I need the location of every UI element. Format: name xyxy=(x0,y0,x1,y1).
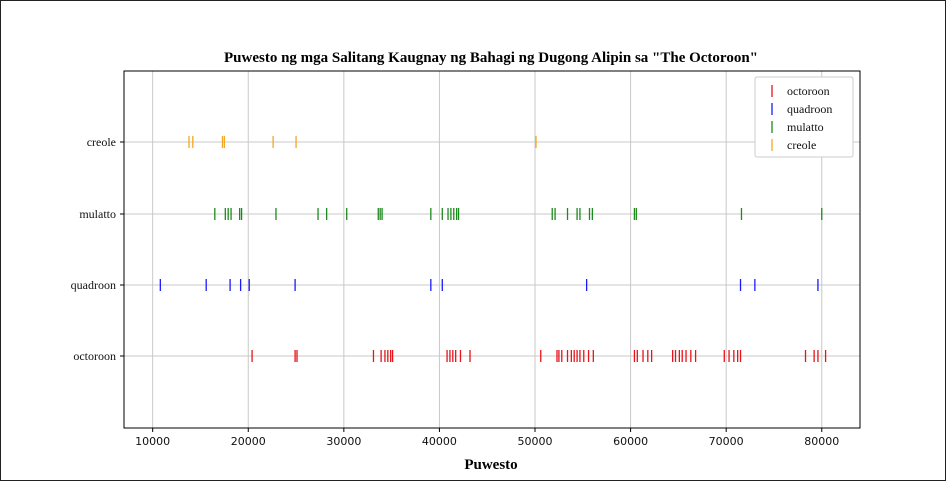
legend-box xyxy=(754,76,854,158)
x-tick-label: 50000 xyxy=(518,435,553,448)
legend-label: quadroon xyxy=(787,102,832,116)
x-tick-label: 80000 xyxy=(804,435,839,448)
y-tick-label: octoroon xyxy=(73,349,116,363)
x-axis-label: Puwesto xyxy=(464,457,517,473)
y-tick-label: quadroon xyxy=(71,278,116,292)
chart-title: Puwesto ng mga Salitang Kaugnay ng Bahag… xyxy=(224,50,758,66)
x-tick-label: 20000 xyxy=(231,435,266,448)
x-axis: 10000 20000 30000 40000 50000 60000 70000 80000 xyxy=(135,428,839,448)
grid xyxy=(124,71,860,428)
y-tick-label: creole xyxy=(87,135,116,149)
data-marks xyxy=(159,136,827,362)
x-tick-label: 70000 xyxy=(709,435,744,448)
y-tick-label: mulatto xyxy=(79,207,116,221)
legend-label: octoroon xyxy=(787,84,830,98)
x-tick-label: 40000 xyxy=(422,435,457,448)
legend-label: creole xyxy=(787,138,816,152)
x-tick-label: 60000 xyxy=(613,435,648,448)
plot-area xyxy=(123,70,861,429)
y-axis: octoroon quadroon mulatto creole xyxy=(71,135,124,363)
x-tick-label: 30000 xyxy=(326,435,361,448)
legend: octoroon quadroon mulatto creole xyxy=(754,76,854,158)
legend-label: mulatto xyxy=(787,120,824,134)
x-tick-label: 10000 xyxy=(135,435,170,448)
